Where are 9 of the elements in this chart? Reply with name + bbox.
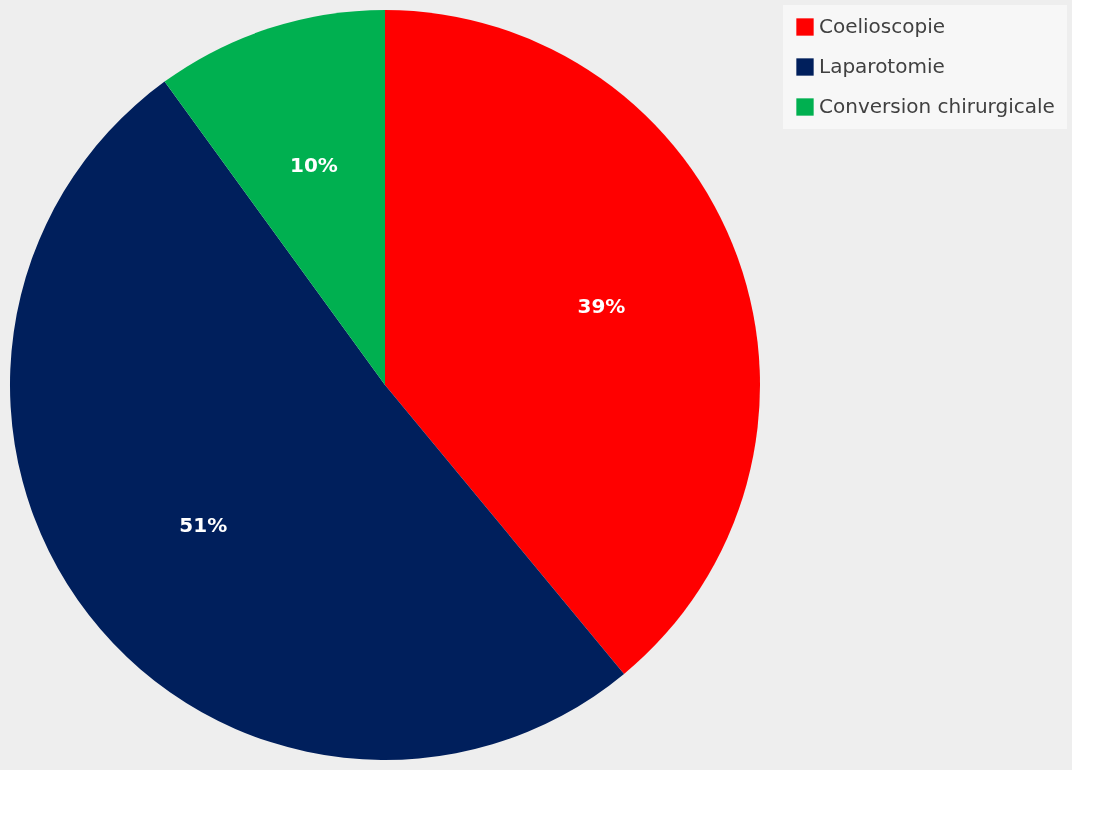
data-label: 10% — [289, 153, 338, 178]
pie-slice — [385, 10, 760, 674]
legend-label: Conversion chirurgicale — [819, 94, 1055, 118]
pie-slice — [164, 10, 385, 385]
legend-label: Coelioscopie — [819, 14, 946, 38]
data-label: 39% — [577, 294, 626, 319]
pie-slice — [10, 81, 625, 760]
data-label: 51% — [179, 512, 228, 537]
legend-label: Laparotomie — [819, 54, 945, 78]
